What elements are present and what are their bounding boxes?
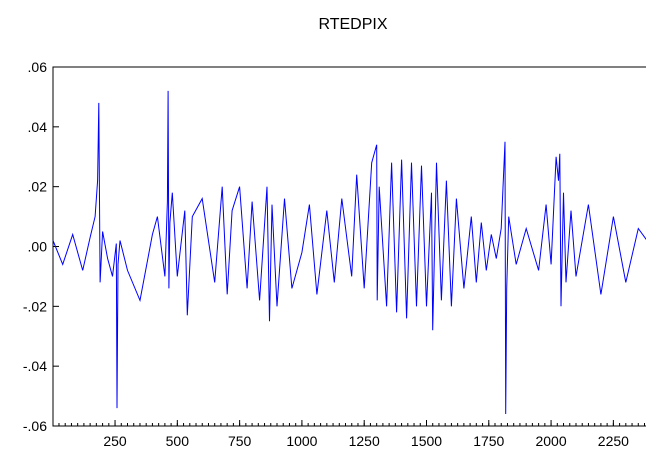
chart-title: RTEDPIX <box>318 16 388 33</box>
x-tick-label: 1500 <box>411 433 442 449</box>
y-tick-label: .06 <box>28 59 48 75</box>
x-tick-label: 750 <box>228 433 252 449</box>
y-tick-label: .04 <box>28 119 48 135</box>
y-tick-label: -.02 <box>23 298 47 314</box>
x-tick-label: 2000 <box>535 433 566 449</box>
x-tick-label: 2250 <box>598 433 629 449</box>
series-line <box>52 90 646 415</box>
x-tick-label: 1000 <box>286 433 317 449</box>
y-tick-label: .00 <box>28 239 48 255</box>
y-tick-label: -.06 <box>23 418 47 434</box>
plot-frame <box>52 66 646 427</box>
y-tick-label: .02 <box>28 179 48 195</box>
x-tick-label: 1750 <box>473 433 504 449</box>
x-tick-label: 1250 <box>349 433 380 449</box>
x-tick-label: 250 <box>103 433 127 449</box>
x-tick-label: 500 <box>166 433 190 449</box>
y-tick-label: -.04 <box>23 358 47 374</box>
